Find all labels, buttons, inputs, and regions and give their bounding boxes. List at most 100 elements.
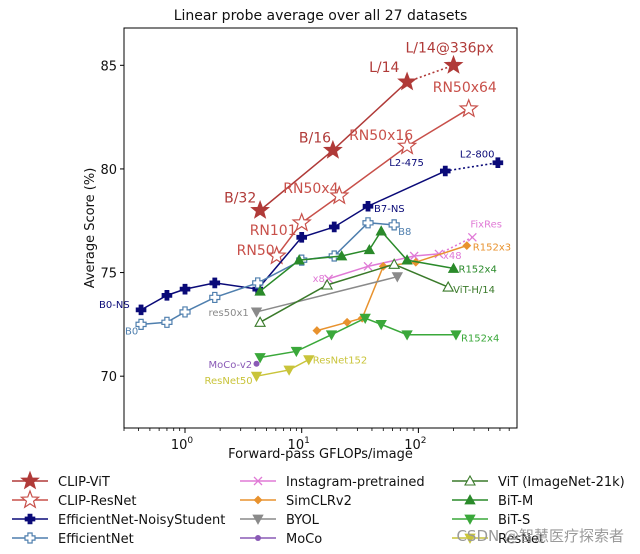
data-point [363, 243, 376, 255]
data-point [458, 98, 479, 118]
legend-label: BYOL [286, 513, 320, 528]
legend-marker [464, 514, 476, 525]
legend: CLIP-ViT CLIP-ResNet EfficientNet-NoisyStu… [12, 470, 625, 547]
data-point [391, 272, 404, 283]
axes: Linear probe average over all 27 dataset… [83, 8, 518, 462]
x-tick-label: 102 [404, 436, 426, 453]
point-label: MoCo-v2 [209, 360, 253, 371]
x-tick-exponent: 0 [187, 436, 193, 446]
data-point [321, 278, 334, 290]
point-label: B0 [125, 326, 138, 337]
legend-marker [255, 535, 261, 541]
point-label: R152x4 [461, 334, 499, 345]
data-point [253, 360, 260, 367]
data-point [363, 261, 373, 271]
data-point [335, 250, 348, 261]
legend-item: EfficientNet-NoisyStudent [12, 513, 225, 528]
data-point [396, 135, 418, 155]
point-label: B0-NS [99, 300, 130, 311]
data-point [135, 318, 147, 330]
data-point [250, 199, 271, 219]
point-label: ViT-H/14 [453, 285, 495, 296]
series-line-resnet [256, 358, 310, 377]
point-label: x8 [313, 274, 325, 285]
data-point [378, 261, 388, 271]
y-axis-label: Average Score (%) [83, 168, 98, 289]
data-point [462, 241, 472, 251]
data-point [254, 316, 267, 327]
data-point [401, 254, 413, 265]
legend-marker [253, 476, 263, 486]
data-point [209, 291, 221, 304]
data-point [467, 232, 477, 242]
data-point [283, 365, 295, 376]
data-point [303, 355, 315, 366]
data-point [388, 219, 400, 231]
data-point [375, 225, 387, 236]
data-point [329, 185, 350, 205]
data-point [447, 262, 460, 273]
legend-item: SimCLRv2 [240, 494, 352, 509]
point-label: RN50x4 [283, 181, 338, 197]
chart-title: Linear probe average over all 27 dataset… [174, 8, 468, 24]
point-label: L/14 [369, 60, 399, 76]
legend-label: CLIP-ViT [58, 475, 110, 490]
series-bit-m [254, 225, 460, 296]
data-point [254, 285, 266, 296]
legend-label: CLIP-ResNet [58, 494, 136, 509]
data-point [296, 232, 308, 243]
legend-label: ResNet [498, 532, 544, 547]
legend-marker [464, 474, 476, 486]
data-point [290, 346, 303, 358]
data-point [135, 304, 147, 316]
legend-item: CLIP-ViT [12, 470, 110, 490]
plot-frame [123, 27, 518, 429]
point-label: B8 [398, 227, 411, 238]
legend-marker [464, 533, 476, 544]
data-point [179, 306, 191, 318]
series-line-bit-s [259, 317, 456, 359]
data-point [362, 217, 374, 229]
legend-item: ViT (ImageNet-21k) [452, 474, 625, 490]
data-point [375, 319, 387, 331]
data-point [362, 200, 374, 212]
legend-item: BiT-M [452, 494, 533, 509]
data-point [443, 54, 464, 74]
point-label: B7-NS [374, 204, 405, 215]
data-point [266, 245, 287, 265]
data-point [401, 330, 413, 341]
point-label: L2-800 [460, 150, 495, 161]
series-bit-s [254, 313, 462, 364]
point-label: B/32 [224, 190, 256, 206]
series-clip-resnet [266, 98, 479, 265]
point-label: RN101 [250, 223, 297, 239]
point-label: FixRes [470, 219, 502, 230]
point-label: R152x3 [473, 243, 511, 254]
point-label: x48 [443, 251, 462, 262]
legend-label: EfficientNet [58, 532, 134, 547]
data-point [328, 221, 340, 233]
legend-item: ResNet [452, 532, 544, 547]
plot-series [135, 54, 504, 383]
data-point [291, 212, 312, 232]
legend-marker [20, 470, 40, 490]
legend-item: MoCo [240, 532, 322, 547]
legend-marker [19, 489, 41, 509]
watermark: CSDN @智慧医疗探索者 [456, 527, 624, 545]
point-label: ResNet152 [313, 356, 368, 367]
legend-item: BiT-S [452, 513, 530, 528]
series-line-instagram-pretrained [328, 253, 439, 280]
data-point [312, 326, 322, 336]
data-point [209, 277, 221, 289]
legend-label: MoCo [286, 532, 322, 547]
data-point [161, 290, 173, 301]
data-point [388, 258, 401, 269]
y-tick-label: 70 [100, 370, 117, 385]
point-label: ResNet50 [205, 376, 253, 387]
point-label: RN50x16 [349, 128, 413, 144]
x-tick-label: 100 [171, 436, 194, 453]
data-point [254, 353, 266, 364]
legend-marker [24, 513, 36, 525]
legend-label: EfficientNet-NoisyStudent [58, 513, 225, 528]
